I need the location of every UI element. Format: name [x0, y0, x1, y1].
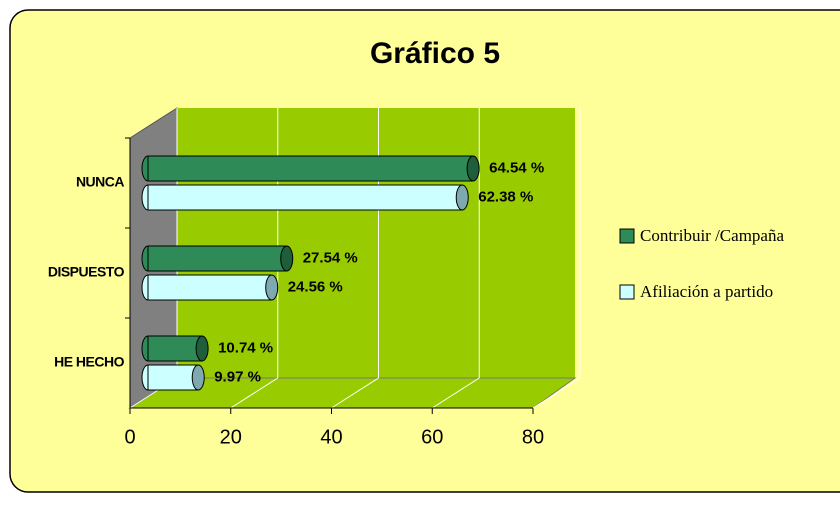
bar-cap	[195, 335, 209, 362]
y-tick-label: NUNCA	[76, 174, 124, 190]
grid-line	[431, 377, 480, 409]
chart-title: Gráfico 5	[370, 37, 500, 70]
bar	[147, 155, 474, 182]
back-wall	[177, 108, 575, 378]
bar	[147, 245, 288, 272]
bar	[147, 335, 203, 362]
grid-line	[331, 377, 379, 409]
bar-cap	[191, 364, 205, 391]
x-tick-label: 0	[124, 426, 135, 448]
data-label: 9.97 %	[214, 368, 261, 385]
bar	[147, 274, 273, 301]
y-tick-label: HE HECHO	[54, 354, 125, 370]
bar	[147, 364, 199, 391]
bar-cap	[265, 274, 279, 301]
x-tick-label: 80	[522, 426, 544, 448]
legend-swatch	[619, 284, 635, 300]
x-tick-label: 40	[320, 426, 342, 448]
data-label: 62.38 %	[478, 188, 533, 205]
grid-line	[230, 377, 279, 409]
legend-label: Contribuir /Campaña	[640, 226, 784, 245]
x-tick-label: 60	[421, 426, 443, 448]
data-label: 64.54 %	[489, 159, 544, 176]
data-label: 27.54 %	[303, 249, 358, 266]
bar	[147, 184, 463, 211]
bar-cap	[280, 245, 294, 272]
y-tick-label: DISPUESTO	[48, 264, 125, 280]
data-label: 24.56 %	[288, 278, 343, 295]
legend-label: Afiliación a partido	[640, 282, 773, 301]
x-tick-label: 20	[220, 426, 242, 448]
grid-line	[532, 377, 581, 409]
legend-swatch	[619, 228, 635, 244]
bar-cap	[466, 155, 480, 182]
data-label: 10.74 %	[218, 339, 273, 356]
bar-cap	[455, 184, 469, 211]
